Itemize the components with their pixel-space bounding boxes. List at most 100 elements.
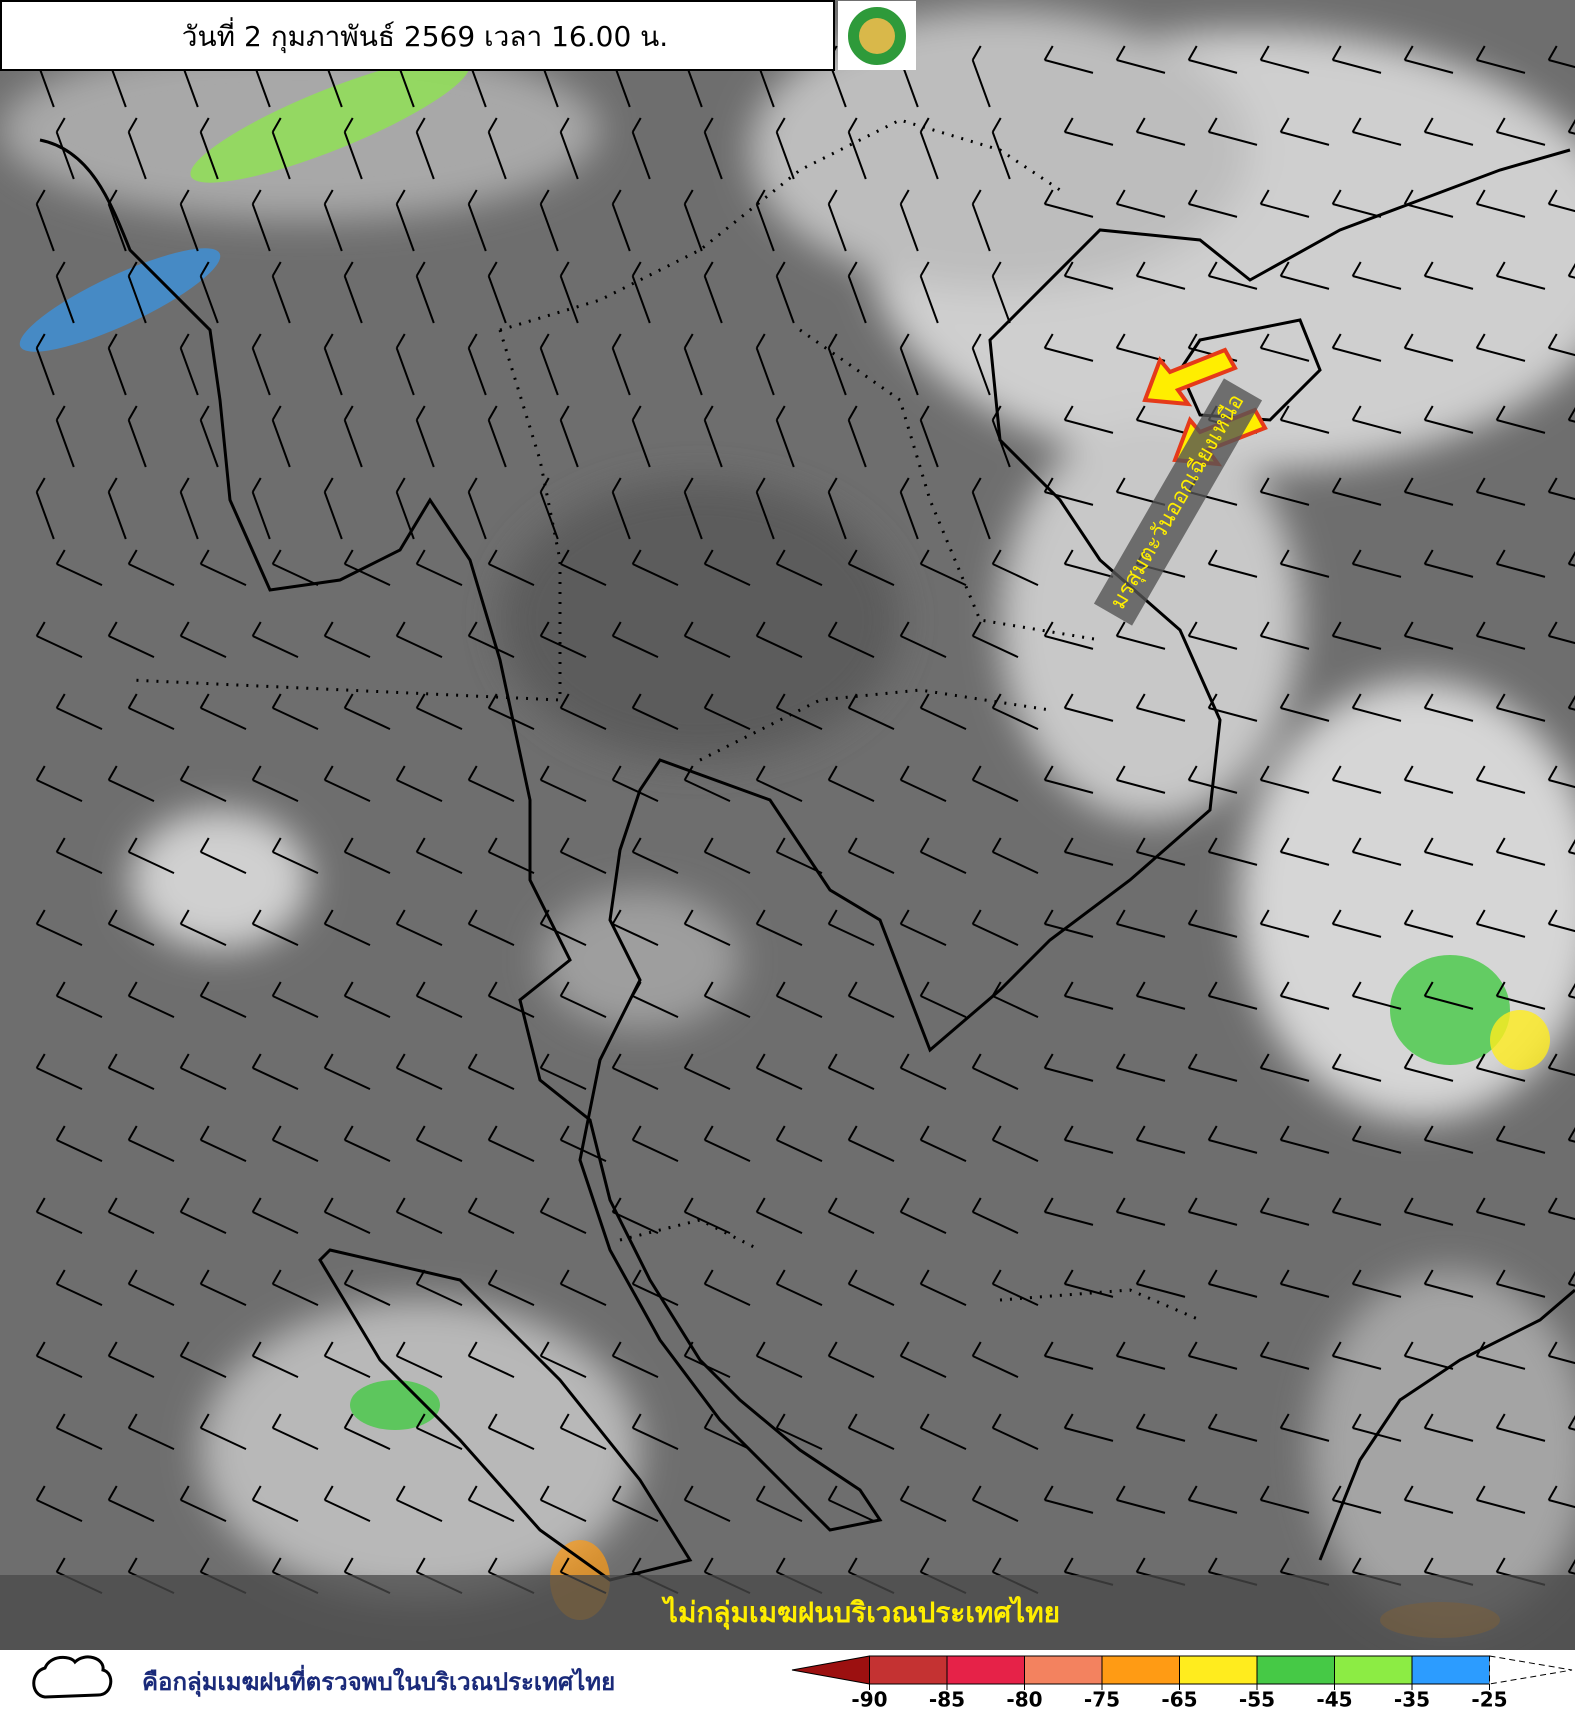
wind-barb	[611, 765, 659, 803]
wind-barb	[55, 405, 75, 468]
wind-barb	[1063, 405, 1114, 434]
wind-barb	[179, 1485, 227, 1523]
wind-barb	[1331, 1485, 1382, 1514]
wind-barb	[179, 909, 227, 947]
wind-barb	[1423, 981, 1474, 1010]
wind-barb	[827, 189, 847, 252]
header-box	[0, 0, 835, 71]
wind-barb	[1207, 837, 1258, 866]
wind-barb	[199, 117, 219, 180]
wind-barb	[1331, 189, 1382, 218]
logo-emblem	[859, 18, 895, 54]
wind-barb	[343, 981, 391, 1019]
wind-barb	[1279, 1269, 1330, 1298]
wind-barb	[919, 117, 939, 180]
wind-barb	[971, 189, 991, 252]
wind-barb	[971, 1197, 1019, 1235]
wind-barb	[1259, 765, 1310, 794]
wind-barb	[703, 981, 751, 1019]
wind-barb	[323, 333, 343, 396]
wind-barb	[755, 909, 803, 947]
wind-barb	[415, 549, 463, 587]
wind-barb	[1403, 189, 1454, 218]
wind-barb	[1115, 333, 1166, 362]
wind-barb	[487, 405, 507, 468]
wind-barb	[271, 1125, 319, 1163]
wind-barb	[55, 1269, 103, 1307]
wind-barb	[1259, 621, 1310, 650]
wind-barb	[323, 1485, 371, 1523]
wind-barb	[1423, 261, 1474, 290]
wind-barb	[1043, 765, 1094, 794]
scale-bin	[1179, 1655, 1258, 1685]
wind-barb	[1043, 189, 1094, 218]
wind-barb	[1423, 1125, 1474, 1154]
wind-barb	[1187, 1341, 1238, 1370]
scale-label: -25	[1471, 1688, 1507, 1712]
wind-barb	[775, 261, 795, 324]
wind-barb	[1135, 405, 1186, 434]
wind-barb	[1495, 693, 1546, 722]
wind-barb	[1207, 1413, 1258, 1442]
wind-barb	[271, 837, 319, 875]
wind-barb	[899, 189, 919, 252]
wind-barb	[1063, 1413, 1114, 1442]
wind-barb	[991, 117, 1011, 180]
wind-barb	[1207, 981, 1258, 1010]
wind-barb	[271, 1269, 319, 1307]
wind-barb	[775, 1125, 823, 1163]
wind-barb	[1279, 261, 1330, 290]
wind-barb	[1331, 45, 1382, 74]
wind-barb	[683, 333, 703, 396]
wind-barb	[703, 693, 751, 731]
wind-barb	[1351, 117, 1402, 146]
wind-barb	[775, 1269, 823, 1307]
wind-barb	[827, 1053, 875, 1091]
wind-barb	[827, 909, 875, 947]
wind-barb	[971, 765, 1019, 803]
wind-barb	[991, 261, 1011, 324]
wind-barb	[1259, 1485, 1310, 1514]
wind-barb	[847, 117, 867, 180]
wind-barb	[1259, 45, 1310, 74]
wind-barb	[415, 405, 435, 468]
wind-barb	[1259, 189, 1310, 218]
wind-barb	[1351, 981, 1402, 1010]
wind-barb	[1547, 1341, 1575, 1365]
wind-barb	[539, 1485, 587, 1523]
wind-barb	[1547, 765, 1575, 789]
wind-barb	[271, 549, 319, 587]
wind-barb	[1043, 477, 1094, 506]
wind-barb	[343, 1413, 391, 1451]
wind-barb	[35, 333, 55, 396]
wind-barb	[415, 693, 463, 731]
wind-barb	[107, 1197, 155, 1235]
wind-barb	[847, 1413, 895, 1451]
scale-bin	[1101, 1655, 1180, 1685]
wind-barb	[1403, 1053, 1454, 1082]
wind-barb	[1115, 45, 1166, 74]
wind-barb	[539, 1341, 587, 1379]
wind-barb	[179, 333, 199, 396]
wind-barb	[323, 477, 343, 540]
wind-barb	[323, 765, 371, 803]
wind-barb	[631, 405, 651, 468]
wind-barb	[1279, 405, 1330, 434]
wind-barb	[251, 1053, 299, 1091]
wind-barb	[1475, 1341, 1526, 1370]
wind-barb	[55, 549, 103, 587]
wind-barb	[467, 909, 515, 947]
scale-bin	[1411, 1655, 1490, 1685]
wind-barb	[55, 261, 75, 324]
wind-barb	[179, 1197, 227, 1235]
wind-barb	[107, 909, 155, 947]
wind-barb	[323, 909, 371, 947]
wind-barb	[559, 837, 607, 875]
wind-barb	[611, 621, 659, 659]
wind-barb	[1495, 261, 1546, 290]
wind-barb	[487, 549, 535, 587]
wind-barb	[1259, 1197, 1310, 1226]
wind-barb	[35, 1485, 83, 1523]
wind-barb	[251, 1197, 299, 1235]
wind-barb	[1043, 1053, 1094, 1082]
